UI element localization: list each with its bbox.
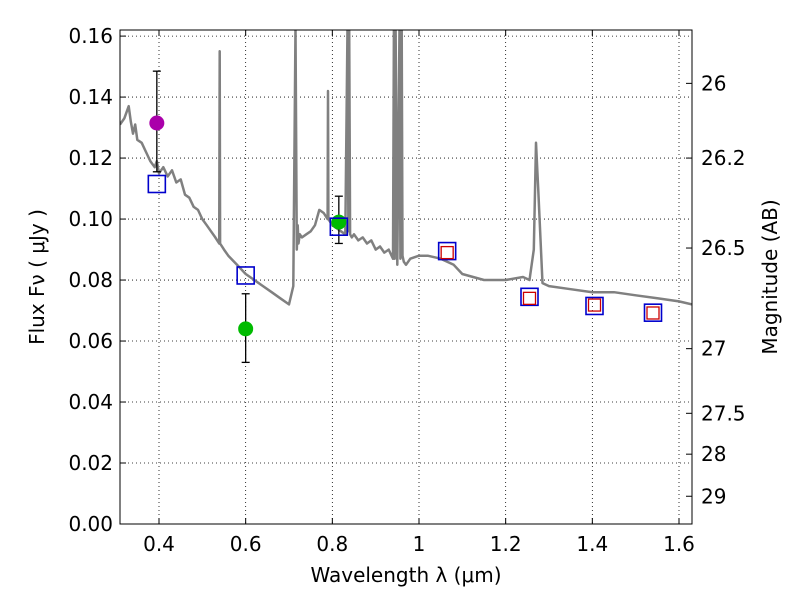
right-tick-label: 29 [701, 484, 726, 508]
y-tick-label: 0.16 [68, 24, 113, 48]
x-tick-label: 1.6 [663, 532, 695, 556]
observed-photometry-square [440, 245, 454, 260]
model-photometry-square [236, 266, 255, 285]
x-tick-label: 0.8 [316, 532, 348, 556]
plot-frame [119, 29, 693, 525]
right-tick-label: 26 [701, 71, 726, 95]
observed-photometry-square [587, 298, 602, 312]
right-tick-label: 26.2 [701, 146, 746, 170]
y-tick-label: 0.00 [68, 512, 113, 536]
x-axis-label: Wavelength λ (μm) [310, 563, 501, 587]
model-photometry-square [585, 296, 604, 316]
model-photometry-square [520, 287, 539, 307]
axis-ticks: 0.4 0.6 0.8 1 1.2 1.4 1.6 0.00 0.02 0.04 0.06 0.08 0… [68, 24, 745, 556]
model-photometry-square [329, 217, 349, 236]
x-tick-label: 1.4 [576, 532, 608, 556]
model-photometry-square [147, 174, 167, 194]
y-axis-right-label: Magnitude (AB) [758, 199, 782, 354]
model-photometry-square [643, 303, 663, 322]
y-tick-label: 0.14 [68, 85, 113, 109]
observed-photometry-square [646, 306, 660, 320]
model-spectrum [120, 30, 692, 306]
y-axis-label: Flux Fν ( μJy ) [25, 209, 49, 345]
detection-point [238, 321, 254, 337]
grid [120, 30, 692, 525]
right-tick-label: 27 [701, 337, 726, 361]
y-tick-label: 0.04 [68, 390, 113, 414]
y-tick-label: 0.08 [68, 268, 113, 292]
x-tick-label: 1.2 [490, 532, 522, 556]
y-tick-label: 0.10 [68, 207, 113, 231]
x-tick-label: 0.4 [143, 532, 175, 556]
x-tick-label: 0.6 [230, 532, 262, 556]
observed-photometry-square [522, 291, 537, 305]
y-tick-label: 0.02 [68, 451, 113, 475]
spectrum-line [120, 30, 692, 306]
photometry-markers [147, 70, 663, 364]
x-tick-label: 1 [413, 532, 426, 556]
detection-point [149, 115, 165, 131]
right-tick-label: 28 [701, 442, 726, 466]
right-tick-label: 27.5 [701, 401, 746, 425]
y-tick-label: 0.06 [68, 329, 113, 353]
detection-point [331, 214, 347, 230]
model-photometry-square [437, 241, 457, 261]
right-tick-label: 26.5 [701, 236, 746, 260]
y-tick-label: 0.12 [68, 146, 113, 170]
